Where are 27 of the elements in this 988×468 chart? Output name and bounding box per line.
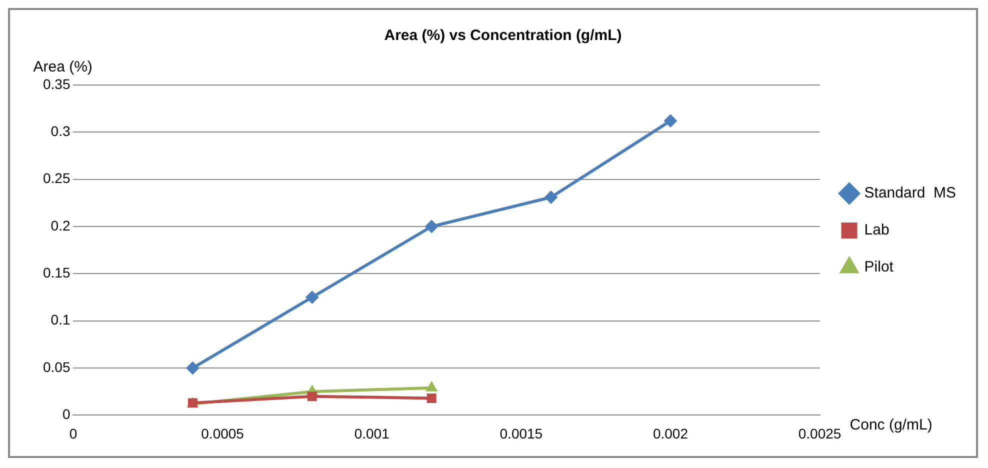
y-tick-label: 0.05: [43, 358, 70, 375]
point: [544, 190, 558, 204]
point: [425, 220, 438, 234]
point: [426, 381, 438, 392]
y-tick-label: 0.2: [50, 217, 70, 234]
point: [306, 290, 319, 304]
x-tick-label: 0.0005: [201, 425, 244, 442]
y-axis-title: Area (%): [33, 58, 92, 76]
chart-title: Area (%) vs Concentration (g/mL): [384, 27, 622, 44]
legend-label: Standard MS: [864, 184, 956, 202]
y-tick-label: 0: [62, 406, 70, 422]
x-tick-label: 0.001: [354, 425, 390, 442]
x-tick-label: 0.002: [652, 425, 688, 442]
legend-label: Lab: [864, 222, 890, 239]
point: [307, 392, 317, 402]
legend-label: Pilot: [864, 258, 894, 276]
x-tick-label: 0.0025: [798, 425, 842, 442]
point: [664, 114, 677, 128]
y-tick-label: 0.35: [43, 76, 70, 92]
x-tick-label: 0.0015: [500, 425, 543, 442]
y-tick-label: 0.15: [43, 264, 70, 281]
y-tick-label: 0.3: [50, 123, 70, 140]
y-tick-label: 0.1: [50, 312, 70, 328]
point: [186, 362, 200, 375]
point: [426, 393, 436, 403]
x-axis-title: Conc (g/mL): [850, 416, 932, 434]
y-tick-label: 0.25: [43, 170, 70, 186]
